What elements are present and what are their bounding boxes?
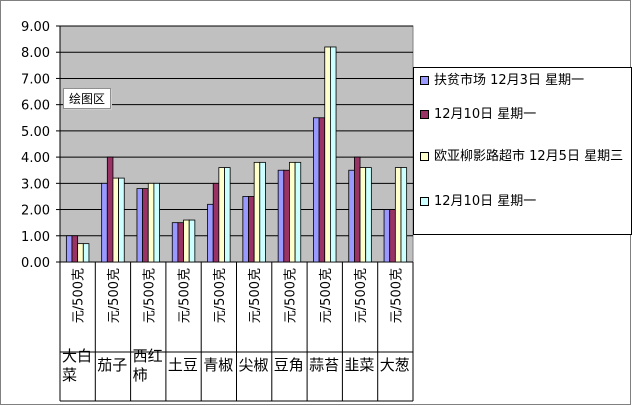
unit-label: 元/500克 — [213, 268, 228, 323]
unit-label: 元/500克 — [178, 268, 193, 323]
legend-swatch — [420, 76, 429, 85]
plot-area-tooltip: 绘图区 — [63, 88, 112, 109]
bar-1-9 — [348, 169, 355, 263]
unit-label: 元/500克 — [283, 268, 298, 323]
legend-label: 扶贫市场 12月3日 星期一 — [434, 73, 585, 88]
bar-1-6 — [242, 196, 249, 263]
legend-item-1[interactable]: 扶贫市场 12月3日 星期一 — [420, 72, 625, 90]
bar-3-2 — [112, 177, 119, 263]
unit-label: 元/500克 — [319, 268, 334, 323]
bar-1-2 — [101, 182, 108, 263]
bar-1-7 — [277, 169, 285, 263]
legend-item-4[interactable]: 12月10日 星期一 — [420, 193, 625, 211]
category-label: 土豆 — [168, 356, 198, 374]
legend-item-3[interactable]: 欧亚柳影路超市 12月5日 星期三 — [420, 148, 625, 166]
bar-1-8 — [313, 117, 320, 263]
category-label: 豆角 — [274, 356, 304, 374]
legend-label: 12月10日 星期一 — [434, 107, 537, 122]
y-tick-label: 4.00 — [21, 151, 50, 166]
unit-label: 元/500克 — [389, 268, 404, 323]
bar-1-4 — [171, 222, 179, 263]
legend-label: 12月10日 星期一 — [434, 194, 537, 209]
bar-4-4 — [188, 219, 196, 263]
y-tick-label: 5.00 — [21, 125, 50, 140]
bar-3-8 — [324, 46, 331, 263]
bar-1-5 — [207, 203, 214, 263]
y-tick-label: 8.00 — [21, 46, 50, 61]
bar-3-6 — [253, 161, 261, 263]
bar-3-7 — [289, 161, 296, 263]
bar-2-1 — [71, 235, 79, 263]
category-label: 西红柿 — [133, 347, 163, 384]
category-label: 大白菜 — [62, 347, 92, 384]
bar-2-9 — [354, 156, 361, 263]
bar-2-6 — [248, 196, 255, 263]
bar-2-2 — [106, 156, 114, 263]
legend-swatch — [420, 197, 429, 206]
y-tick-label: 3.00 — [21, 177, 50, 192]
bar-3-3 — [147, 182, 155, 263]
bar-4-2 — [118, 177, 125, 263]
y-tick-label: 9.00 — [21, 20, 50, 35]
bar-4-8 — [329, 46, 337, 263]
bar-4-3 — [153, 182, 160, 263]
bar-3-5 — [218, 167, 225, 263]
bar-3-9 — [359, 167, 367, 263]
bar-1-1 — [65, 235, 73, 263]
bar-2-4 — [177, 222, 184, 263]
bar-3-10 — [394, 167, 402, 263]
bar-3-1 — [77, 243, 84, 263]
bar-4-6 — [259, 161, 266, 263]
bar-4-1 — [82, 243, 90, 263]
category-label: 茄子 — [97, 356, 127, 374]
bar-3-4 — [183, 219, 190, 263]
unit-label: 元/500克 — [142, 268, 157, 323]
bar-4-10 — [400, 167, 408, 263]
unit-label: 元/500克 — [354, 268, 369, 323]
category-label: 韭菜 — [344, 356, 374, 374]
category-label: 蒜苔 — [309, 356, 339, 374]
category-label: 大葱 — [380, 356, 410, 374]
unit-label: 元/500克 — [248, 268, 263, 323]
legend-swatch — [420, 110, 429, 119]
bar-1-3 — [136, 188, 144, 263]
bar-1-10 — [383, 209, 391, 263]
legend[interactable]: 扶贫市场 12月3日 星期一 12月10日 星期一 欧亚柳影路超市 12月5日 星期… — [413, 67, 632, 235]
legend-item-2[interactable]: 12月10日 星期一 — [420, 106, 625, 124]
unit-label: 元/500克 — [107, 268, 122, 323]
category-label: 尖椒 — [239, 356, 269, 374]
bar-2-3 — [142, 188, 149, 263]
y-tick-label: 7.00 — [21, 72, 50, 87]
bar-4-7 — [294, 161, 302, 263]
bar-2-5 — [212, 182, 220, 263]
legend-label: 欧亚柳影路超市 12月5日 星期三 — [434, 149, 624, 164]
bar-4-9 — [365, 167, 372, 263]
bar-4-5 — [224, 167, 231, 263]
bar-2-8 — [318, 117, 326, 263]
y-tick-label: 6.00 — [21, 99, 50, 114]
y-tick-label: 1.00 — [21, 230, 50, 245]
category-label: 青椒 — [203, 356, 233, 374]
y-tick-label: 2.00 — [21, 204, 50, 219]
y-tick-label: 0.00 — [21, 256, 50, 271]
unit-label: 元/500克 — [72, 268, 87, 323]
bar-2-10 — [389, 209, 396, 263]
bar-2-7 — [283, 169, 290, 263]
legend-swatch — [420, 152, 429, 161]
